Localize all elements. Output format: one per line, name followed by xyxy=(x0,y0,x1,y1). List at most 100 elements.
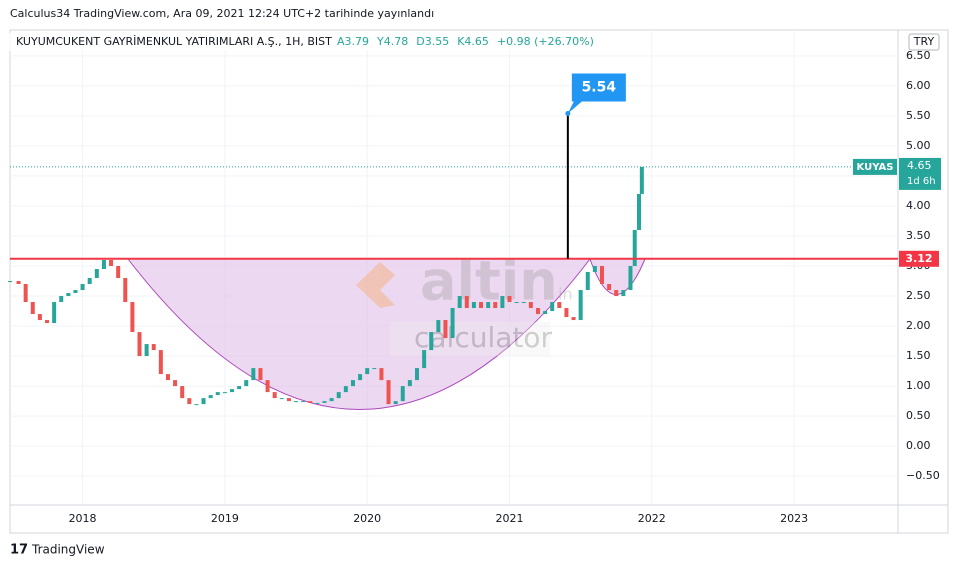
candle xyxy=(308,401,313,403)
candle xyxy=(94,269,99,279)
candle xyxy=(521,302,526,304)
candle xyxy=(37,314,42,321)
candle xyxy=(329,398,334,402)
candle xyxy=(365,368,370,375)
candle xyxy=(507,296,512,303)
y-tick-label: 5.50 xyxy=(906,109,931,122)
candle xyxy=(632,229,637,266)
candle xyxy=(101,259,106,270)
candle xyxy=(137,332,142,357)
candle xyxy=(73,290,78,294)
candle xyxy=(286,398,291,402)
candle xyxy=(123,278,128,303)
candle xyxy=(543,311,548,315)
watermark-box xyxy=(390,322,550,356)
symbol: KUYUMCUKENT GAYRİMENKUL YATIRIMLARI A.Ş.… xyxy=(16,35,332,48)
candle xyxy=(59,296,64,303)
candle xyxy=(23,284,28,303)
ohlc-value: K4.65 xyxy=(457,35,489,48)
candle xyxy=(500,296,505,309)
candle xyxy=(230,389,234,393)
y-tick-label: 1.00 xyxy=(906,379,931,392)
currency-box[interactable] xyxy=(908,33,940,51)
candle xyxy=(279,398,284,400)
candle xyxy=(180,386,185,399)
candle xyxy=(151,344,156,351)
x-tick-label: 2018 xyxy=(69,512,97,525)
y-tick-label: 4.00 xyxy=(906,199,931,212)
candle xyxy=(322,401,327,403)
candle xyxy=(571,317,576,321)
candle xyxy=(578,290,583,321)
candle xyxy=(372,368,377,370)
y-tick-label: 6.00 xyxy=(906,79,931,92)
x-tick-label: 2023 xyxy=(780,512,808,525)
ohlc: A3.79 Y4.78 D3.55 K4.65 +0.98 (+26.70%) xyxy=(337,35,594,48)
x-tick-label: 2020 xyxy=(353,512,381,525)
candle xyxy=(407,380,412,387)
candle xyxy=(66,293,71,297)
candle xyxy=(350,380,355,387)
candle xyxy=(564,308,569,318)
y-tick-label: 0.00 xyxy=(906,439,931,452)
x-tick-label: 2021 xyxy=(496,512,524,525)
candle xyxy=(415,368,419,381)
candle xyxy=(621,290,626,297)
x-tick-label: 2019 xyxy=(211,512,239,525)
candle xyxy=(457,296,462,309)
candle xyxy=(272,392,277,399)
candle xyxy=(87,278,92,285)
ohlc-value: Y4.78 xyxy=(376,35,408,48)
candle xyxy=(52,302,57,324)
candle xyxy=(479,302,484,309)
watermark-sub: calculator xyxy=(414,321,553,354)
candle xyxy=(45,320,49,324)
candle xyxy=(493,302,498,309)
candle xyxy=(109,259,114,266)
marker-callout xyxy=(567,73,626,114)
y-tick-label: 3.50 xyxy=(906,229,931,242)
candle xyxy=(637,193,641,230)
candle xyxy=(244,380,249,387)
hline-label: 3.12 xyxy=(905,252,932,265)
legend-bg xyxy=(8,33,568,51)
candle xyxy=(639,166,644,194)
candle xyxy=(187,398,192,405)
candle xyxy=(80,284,85,291)
candle xyxy=(158,350,163,375)
candle xyxy=(30,302,35,315)
candle xyxy=(386,380,391,405)
candle xyxy=(237,386,242,390)
candle xyxy=(215,392,220,396)
currency[interactable]: TRY xyxy=(913,35,935,48)
candle xyxy=(464,296,469,309)
y-tick-label: 0.50 xyxy=(906,409,931,422)
y-tick-label: 2.00 xyxy=(906,319,931,332)
candle xyxy=(443,320,448,339)
plot xyxy=(8,166,644,406)
candle xyxy=(422,350,427,369)
candle xyxy=(628,265,633,291)
candle xyxy=(165,374,170,381)
watermark-suffix: in xyxy=(558,285,573,304)
candle xyxy=(222,392,227,394)
last-price-bg xyxy=(899,157,941,190)
candle xyxy=(251,368,256,381)
candle xyxy=(436,320,441,333)
footer: TradingView xyxy=(31,543,105,557)
hline-label-bg xyxy=(899,250,939,267)
x-tick-label: 2022 xyxy=(638,512,666,525)
ticker: KUYAS xyxy=(857,162,894,173)
candle xyxy=(450,308,455,339)
candle xyxy=(393,401,398,405)
last-price: 4.65 xyxy=(907,159,932,172)
candle xyxy=(116,265,121,279)
candle xyxy=(614,290,619,297)
marker-label: 5.54 xyxy=(582,79,617,95)
candle xyxy=(429,332,434,351)
y-tick-label: 6.50 xyxy=(906,49,931,62)
ohlc-value: +0.98 (+26.70%) xyxy=(497,35,594,48)
candle xyxy=(8,281,12,283)
candle xyxy=(315,402,320,404)
